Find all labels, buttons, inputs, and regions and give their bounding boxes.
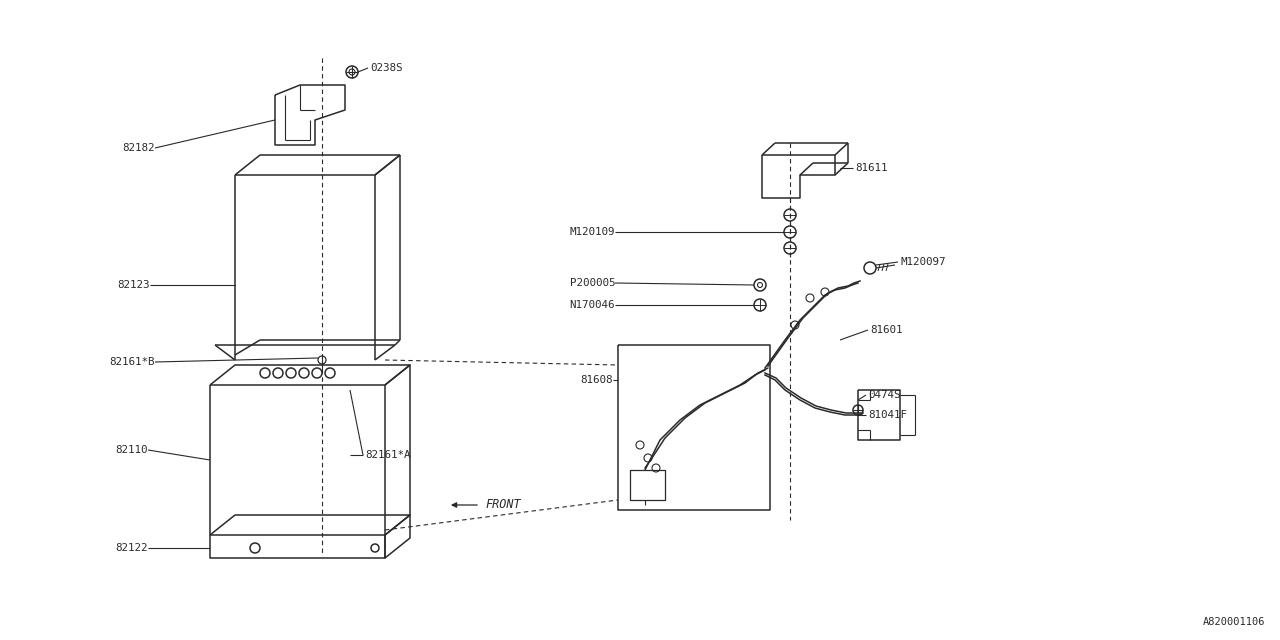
Text: M120109: M120109	[570, 227, 614, 237]
Text: 81601: 81601	[870, 325, 902, 335]
Text: M120097: M120097	[900, 257, 946, 267]
Text: FRONT: FRONT	[485, 499, 521, 511]
Text: 82161*A: 82161*A	[365, 450, 411, 460]
Text: 0238S: 0238S	[370, 63, 402, 73]
Text: 0474S: 0474S	[868, 390, 901, 400]
Text: N170046: N170046	[570, 300, 614, 310]
Text: 81041F: 81041F	[868, 410, 908, 420]
Text: 82161*B: 82161*B	[110, 357, 155, 367]
Text: 82122: 82122	[115, 543, 148, 553]
Text: 82110: 82110	[115, 445, 148, 455]
Text: A820001106: A820001106	[1202, 617, 1265, 627]
Text: 81611: 81611	[855, 163, 887, 173]
Text: 81608: 81608	[581, 375, 613, 385]
Text: P200005: P200005	[570, 278, 614, 288]
Text: 82123: 82123	[118, 280, 150, 290]
Text: 82182: 82182	[123, 143, 155, 153]
